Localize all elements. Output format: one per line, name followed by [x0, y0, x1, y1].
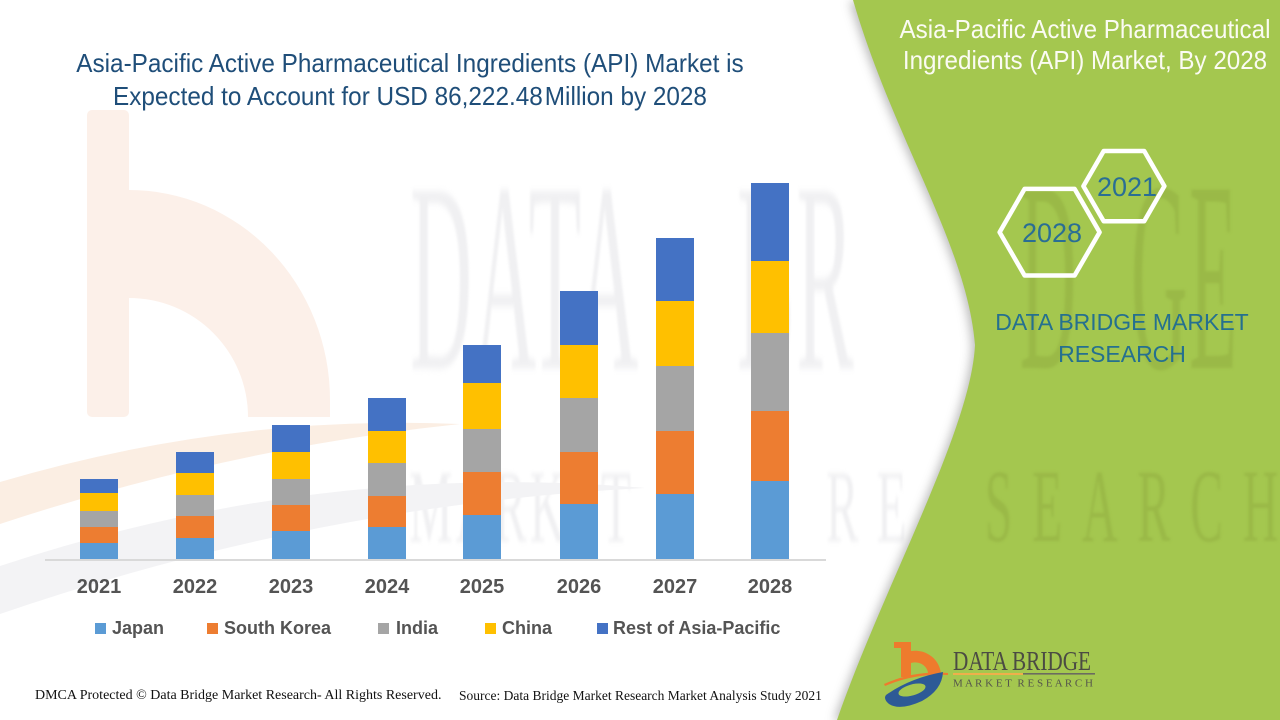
svg-text:SEARCH: SEARCH: [985, 448, 1280, 564]
svg-text:M A R K E T R E S E A R C H: M A R K E T R E S E A R C H: [953, 678, 1093, 690]
svg-text:2028: 2028: [1022, 218, 1082, 248]
svg-text:GE: GE: [1131, 127, 1239, 427]
svg-text:DATA BRIDGE: DATA BRIDGE: [953, 646, 1091, 676]
svg-text:2021: 2021: [1097, 172, 1157, 202]
